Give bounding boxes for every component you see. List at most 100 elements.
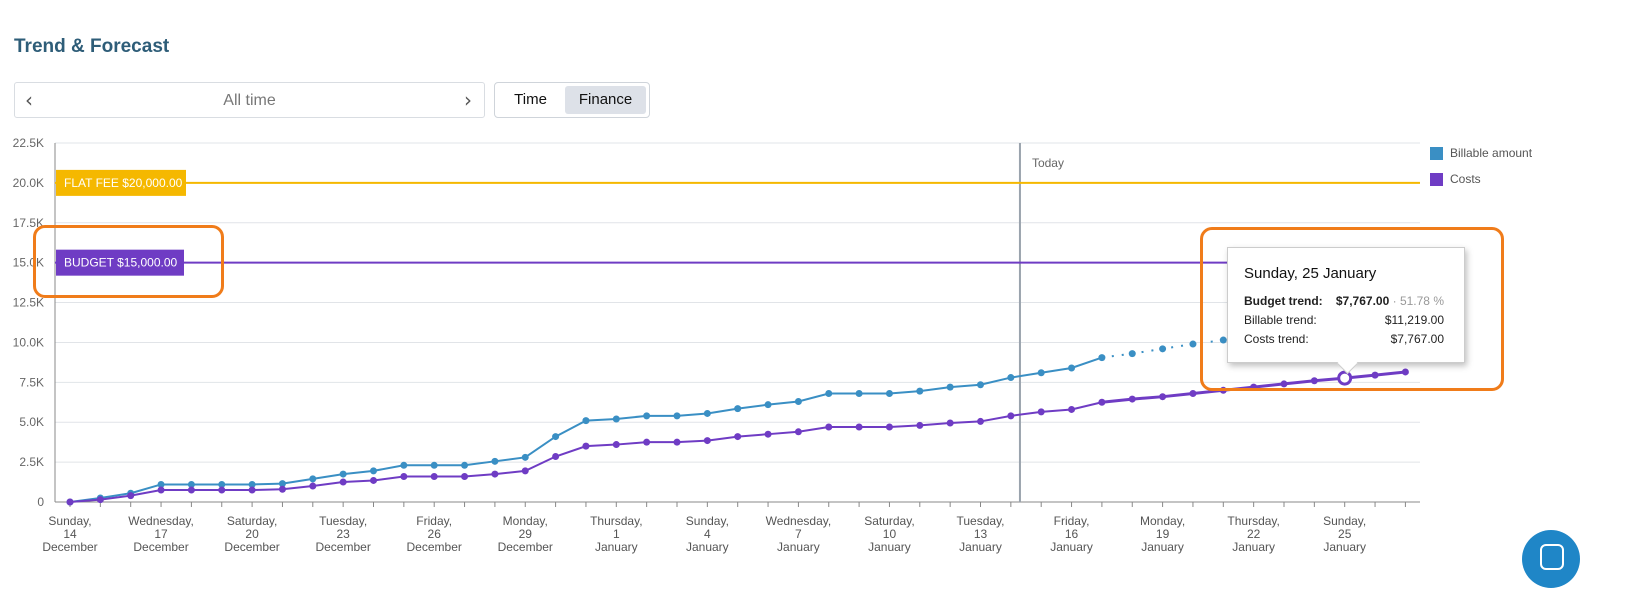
data-point [339, 470, 347, 478]
data-point [127, 492, 135, 500]
x-tick-label: December [315, 540, 370, 554]
x-tick-label: Sunday, [686, 514, 729, 528]
x-tick-label: December [42, 540, 97, 554]
x-tick-label: 16 [1065, 527, 1079, 541]
data-point [582, 442, 590, 450]
data-point [339, 478, 347, 486]
y-tick-label: 17.5K [13, 216, 44, 230]
data-point [643, 412, 651, 420]
tooltip-budget-pct: 51.78 % [1399, 294, 1444, 308]
data-point [734, 433, 742, 441]
data-point [673, 438, 681, 446]
forecast-point [1159, 393, 1167, 401]
data-point [521, 467, 529, 475]
date-range-selector[interactable]: ‹ All time › [14, 82, 485, 118]
costs-swatch [1430, 172, 1443, 186]
forecast-point [1159, 345, 1167, 353]
chevron-right-icon[interactable]: › [464, 88, 472, 112]
x-tick-label: Friday, [1054, 514, 1090, 528]
x-tick-label: January [1050, 540, 1093, 554]
data-point [521, 453, 529, 461]
data-point [734, 405, 742, 413]
chevron-left-icon[interactable]: ‹ [25, 88, 33, 112]
forecast-point [1310, 377, 1318, 385]
tooltip-billable-label: Billable trend: [1244, 313, 1317, 327]
data-point [825, 423, 833, 431]
x-tick-label: Monday, [1140, 514, 1185, 528]
forecast-point [1189, 340, 1197, 348]
x-tick-label: December [224, 540, 279, 554]
data-point [612, 415, 620, 423]
x-tick-label: January [595, 540, 638, 554]
chat-button[interactable] [1522, 530, 1580, 588]
data-point [1068, 405, 1076, 413]
y-tick-label: 7.5K [19, 375, 44, 389]
tooltip-budget-value-group: $7,767.00 · 51.78 % [1335, 294, 1444, 308]
data-point [461, 472, 469, 480]
y-tick-label: 5.0K [19, 415, 44, 429]
x-tick-label: January [959, 540, 1002, 554]
legend-label-costs: Costs [1450, 172, 1481, 186]
x-tick-label: 4 [704, 527, 711, 541]
x-tick-label: January [1323, 540, 1366, 554]
data-point [582, 417, 590, 425]
y-tick-label: 15.0K [13, 256, 44, 270]
data-point [643, 438, 651, 446]
data-point [218, 486, 226, 494]
view-toggle: Time Finance [494, 82, 650, 118]
finance-toggle-button[interactable]: Finance [565, 86, 646, 114]
reference-label-bg [56, 249, 184, 276]
data-point [825, 390, 833, 398]
forecast-point [1401, 368, 1409, 376]
tooltip-budget-value: $7,767.00 [1335, 294, 1390, 308]
data-point [855, 423, 863, 431]
legend-label-billable: Billable amount [1450, 146, 1533, 160]
tooltip-budget-row: Budget trend: $7,767.00 · 51.78 % [1244, 294, 1444, 310]
data-point [946, 419, 954, 427]
x-tick-label: December [133, 540, 188, 554]
x-tick-label: Friday, [416, 514, 452, 528]
reference-label: BUDGET $15,000.00 [64, 256, 178, 270]
legend-item-costs[interactable]: Costs [1430, 172, 1532, 186]
x-tick-label: Saturday, [227, 514, 277, 528]
data-point [157, 486, 165, 494]
data-point [794, 397, 802, 405]
data-point [1007, 412, 1015, 420]
x-tick-label: 20 [245, 527, 259, 541]
page-title: Trend & Forecast [14, 36, 170, 57]
x-tick-label: 10 [883, 527, 897, 541]
x-tick-label: January [1141, 540, 1184, 554]
tooltip-billable-value: $11,219.00 [1384, 313, 1444, 327]
x-tick-label: Sunday, [48, 514, 91, 528]
data-point [187, 486, 195, 494]
tooltip-costs-label: Costs trend: [1244, 332, 1309, 346]
legend-item-billable[interactable]: Billable amount [1430, 146, 1532, 160]
data-point [1068, 364, 1076, 372]
data-point [430, 461, 438, 469]
data-point [1037, 369, 1045, 377]
x-tick-label: January [686, 540, 729, 554]
data-point [855, 390, 863, 398]
forecast-point [1280, 380, 1288, 388]
data-point [885, 390, 893, 398]
forecast-point [1219, 336, 1227, 344]
tooltip-costs-row: Costs trend: $7,767.00 [1244, 332, 1444, 348]
x-tick-label: 17 [154, 527, 168, 541]
date-range-label: All time [223, 92, 276, 109]
tooltip-budget-label: Budget trend: [1244, 294, 1323, 308]
data-point [552, 433, 560, 441]
x-tick-label: 29 [519, 527, 533, 541]
data-point [703, 409, 711, 417]
x-tick-label: 7 [795, 527, 802, 541]
x-tick-label: 13 [974, 527, 988, 541]
time-toggle-button[interactable]: Time [514, 91, 547, 108]
tooltip-billable-row: Billable trend: $11,219.00 [1244, 313, 1444, 329]
data-point [764, 430, 772, 438]
data-point [977, 417, 984, 425]
data-point [309, 482, 317, 490]
data-point [66, 498, 74, 506]
x-tick-label: December [407, 540, 462, 554]
x-tick-label: Sunday, [1323, 514, 1366, 528]
data-point [977, 381, 984, 389]
data-point [673, 412, 681, 420]
